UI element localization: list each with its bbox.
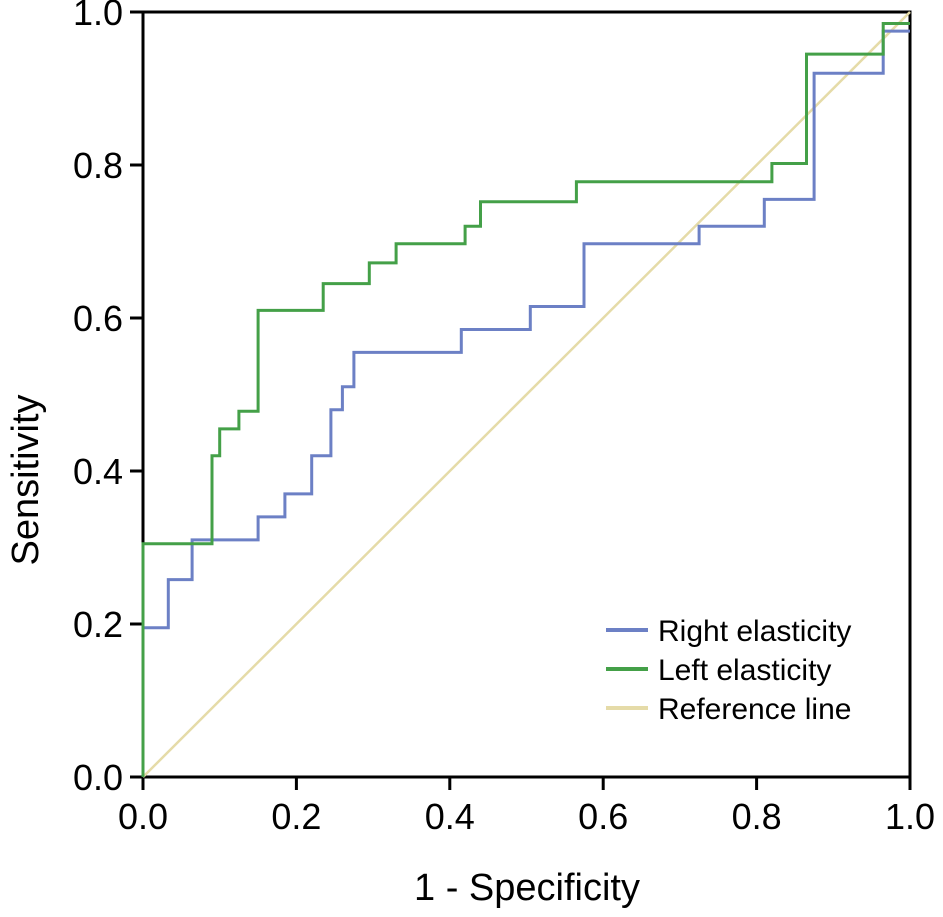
y-axis-ticks: 0.0 0.2 0.4 0.6 0.8 1.0 <box>73 0 142 798</box>
reference-line-series <box>142 11 911 778</box>
y-tick-label: 0.8 <box>73 145 123 186</box>
legend-label-left-elasticity: Left elasticity <box>658 654 831 687</box>
left-elasticity-series <box>141 22 910 777</box>
x-tick-label: 0.6 <box>578 796 628 837</box>
y-tick-label: 0.4 <box>73 451 123 492</box>
legend-label-right-elasticity: Right elasticity <box>658 615 851 648</box>
legend-label-reference-line: Reference line <box>658 693 851 726</box>
x-tick-label: 1.0 <box>885 796 935 837</box>
x-tick-label: 0.8 <box>732 796 782 837</box>
y-tick-label: 1.0 <box>73 0 123 33</box>
plot-frame <box>141 10 912 779</box>
y-tick-label: 0.0 <box>73 757 123 798</box>
x-tick-label: 0.4 <box>425 796 475 837</box>
x-tick-label: 0.2 <box>271 796 321 837</box>
right-elasticity-series <box>141 29 910 777</box>
x-axis-ticks: 0.0 0.2 0.4 0.6 0.8 1.0 <box>118 778 935 837</box>
x-tick-label: 0.0 <box>118 796 168 837</box>
legend: Right elasticity Left elasticity Referen… <box>606 615 851 726</box>
y-tick-label: 0.2 <box>73 604 123 645</box>
x-axis-title: 1 - Specificity <box>414 867 640 909</box>
y-tick-label: 0.6 <box>73 298 123 339</box>
y-axis-title: Sensitivity <box>5 394 47 565</box>
